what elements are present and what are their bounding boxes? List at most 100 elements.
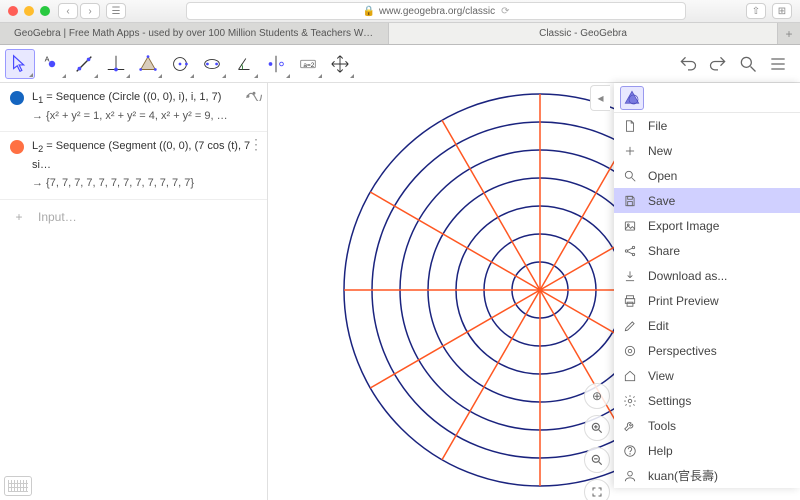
menu-item-label: Open: [648, 169, 677, 183]
menu-item-label: Settings: [648, 394, 691, 408]
share-browser-button[interactable]: ⇧: [746, 3, 766, 19]
close-window[interactable]: [8, 6, 18, 16]
nav-back[interactable]: ‹: [58, 3, 78, 19]
browser-tabs: GeoGebra | Free Math Apps - used by over…: [0, 23, 800, 45]
plus-icon: [622, 143, 638, 159]
menu-item-download-as-[interactable]: Download as...: [614, 263, 800, 288]
polygon-tool[interactable]: [133, 49, 163, 79]
input-placeholder: Input…: [38, 210, 77, 224]
algebra-view: L1 = Sequence (Circle ((0, 0), i), i, 1,…: [0, 83, 268, 500]
menu-item-label: Share: [648, 244, 680, 258]
menu-collapse-button[interactable]: ◂: [590, 85, 610, 111]
save-icon: [622, 193, 638, 209]
line-tool[interactable]: [69, 49, 99, 79]
reflect-tool[interactable]: [261, 49, 291, 79]
print-icon: [622, 293, 638, 309]
new-tab-button[interactable]: +: [778, 23, 800, 44]
menu-item-open[interactable]: Open: [614, 163, 800, 188]
main-area: L1 = Sequence (Circle ((0, 0), i), i, 1,…: [0, 83, 800, 500]
algebra-expression: L1 = Sequence (Circle ((0, 0), i), i, 1,…: [32, 89, 228, 125]
menu-item-share[interactable]: Share: [614, 238, 800, 263]
address-bar[interactable]: 🔒www.geogebra.org/classic ⟳: [186, 2, 686, 20]
search-icon: [622, 168, 638, 184]
share-icon: [622, 243, 638, 259]
user-icon: [622, 468, 638, 484]
nav-forward[interactable]: ›: [80, 3, 100, 19]
geogebra-toolbar: A a=2: [0, 45, 800, 83]
gear-icon: [622, 393, 638, 409]
special-points-icon[interactable]: [245, 87, 263, 104]
redo-button[interactable]: [706, 52, 730, 76]
minimize-window[interactable]: [24, 6, 34, 16]
menu-item-save[interactable]: Save: [614, 188, 800, 213]
virtual-keyboard-button[interactable]: [4, 476, 32, 496]
menu-item-label: kuan(官長壽): [648, 467, 718, 484]
fullscreen-button[interactable]: [584, 479, 610, 500]
menu-item-label: Save: [648, 194, 675, 208]
window-controls: [8, 6, 50, 16]
menu-item-help[interactable]: Help: [614, 438, 800, 463]
visibility-marble[interactable]: [10, 140, 24, 154]
add-icon: +: [10, 208, 28, 226]
move-view-tool[interactable]: [325, 49, 355, 79]
image-icon: [622, 218, 638, 234]
more-icon[interactable]: ⋮: [249, 136, 263, 153]
hamburger-menu[interactable]: [766, 52, 790, 76]
zoom-out-button[interactable]: [584, 447, 610, 473]
menu-item-label: Download as...: [648, 269, 727, 283]
algebra-expression: L2 = Sequence (Segment ((0, 0), (7 cos (…: [32, 138, 259, 192]
menu-item-perspectives[interactable]: Perspectives: [614, 338, 800, 363]
menu-item-export-image[interactable]: Export Image: [614, 213, 800, 238]
home-zoom-button[interactable]: ⊕: [584, 383, 610, 409]
slider-tool[interactable]: a=2: [293, 49, 323, 79]
menu-item-label: File: [648, 119, 667, 133]
tabs-browser-button[interactable]: ⊞: [772, 3, 792, 19]
algebra-row[interactable]: L2 = Sequence (Segment ((0, 0), (7 cos (…: [0, 132, 267, 199]
zoom-in-button[interactable]: [584, 415, 610, 441]
menu-item-label: Tools: [648, 419, 676, 433]
circle-tool[interactable]: [165, 49, 195, 79]
menu-item-new[interactable]: New: [614, 138, 800, 163]
menu-item-kuan-[interactable]: kuan(官長壽): [614, 463, 800, 488]
maximize-window[interactable]: [40, 6, 50, 16]
menu-item-settings[interactable]: Settings: [614, 388, 800, 413]
ellipse-tool[interactable]: [197, 49, 227, 79]
visibility-marble[interactable]: [10, 91, 24, 105]
menu-item-label: Help: [648, 444, 673, 458]
algebra-row[interactable]: L1 = Sequence (Circle ((0, 0), i), i, 1,…: [0, 83, 267, 132]
menu-item-label: New: [648, 144, 672, 158]
svg-text:A: A: [45, 54, 50, 63]
main-menu-panel: ◂ FileNewOpenSaveExport ImageShareDownlo…: [614, 83, 800, 488]
browser-titlebar: ‹ › ☰ 🔒www.geogebra.org/classic ⟳ ⇧ ⊞: [0, 0, 800, 23]
edit-icon: [622, 318, 638, 334]
menu-item-label: Export Image: [648, 219, 719, 233]
perpendicular-tool[interactable]: [101, 49, 131, 79]
download-icon: [622, 268, 638, 284]
home-icon: [622, 368, 638, 384]
help-icon: [622, 443, 638, 459]
sidebar-toggle[interactable]: ☰: [106, 3, 126, 19]
browser-tab[interactable]: GeoGebra | Free Math Apps - used by over…: [0, 23, 389, 44]
file-icon: [622, 118, 638, 134]
move-tool[interactable]: [5, 49, 35, 79]
undo-button[interactable]: [676, 52, 700, 76]
graphics-mode-icon[interactable]: [620, 86, 644, 110]
menu-item-file[interactable]: File: [614, 113, 800, 138]
menu-item-view[interactable]: View: [614, 363, 800, 388]
menu-item-edit[interactable]: Edit: [614, 313, 800, 338]
menu-item-print-preview[interactable]: Print Preview: [614, 288, 800, 313]
angle-tool[interactable]: [229, 49, 259, 79]
menu-item-label: Print Preview: [648, 294, 719, 308]
menu-item-label: View: [648, 369, 674, 383]
search-button[interactable]: [736, 52, 760, 76]
menu-header: [614, 83, 800, 113]
tools-icon: [622, 418, 638, 434]
menu-item-label: Perspectives: [648, 344, 717, 358]
menu-item-tools[interactable]: Tools: [614, 413, 800, 438]
menu-item-label: Edit: [648, 319, 669, 333]
perspectives-icon: [622, 343, 638, 359]
url-text: www.geogebra.org/classic: [379, 6, 495, 17]
algebra-input[interactable]: + Input…: [0, 200, 267, 234]
point-tool[interactable]: A: [37, 49, 67, 79]
browser-tab[interactable]: Classic - GeoGebra: [389, 23, 778, 44]
